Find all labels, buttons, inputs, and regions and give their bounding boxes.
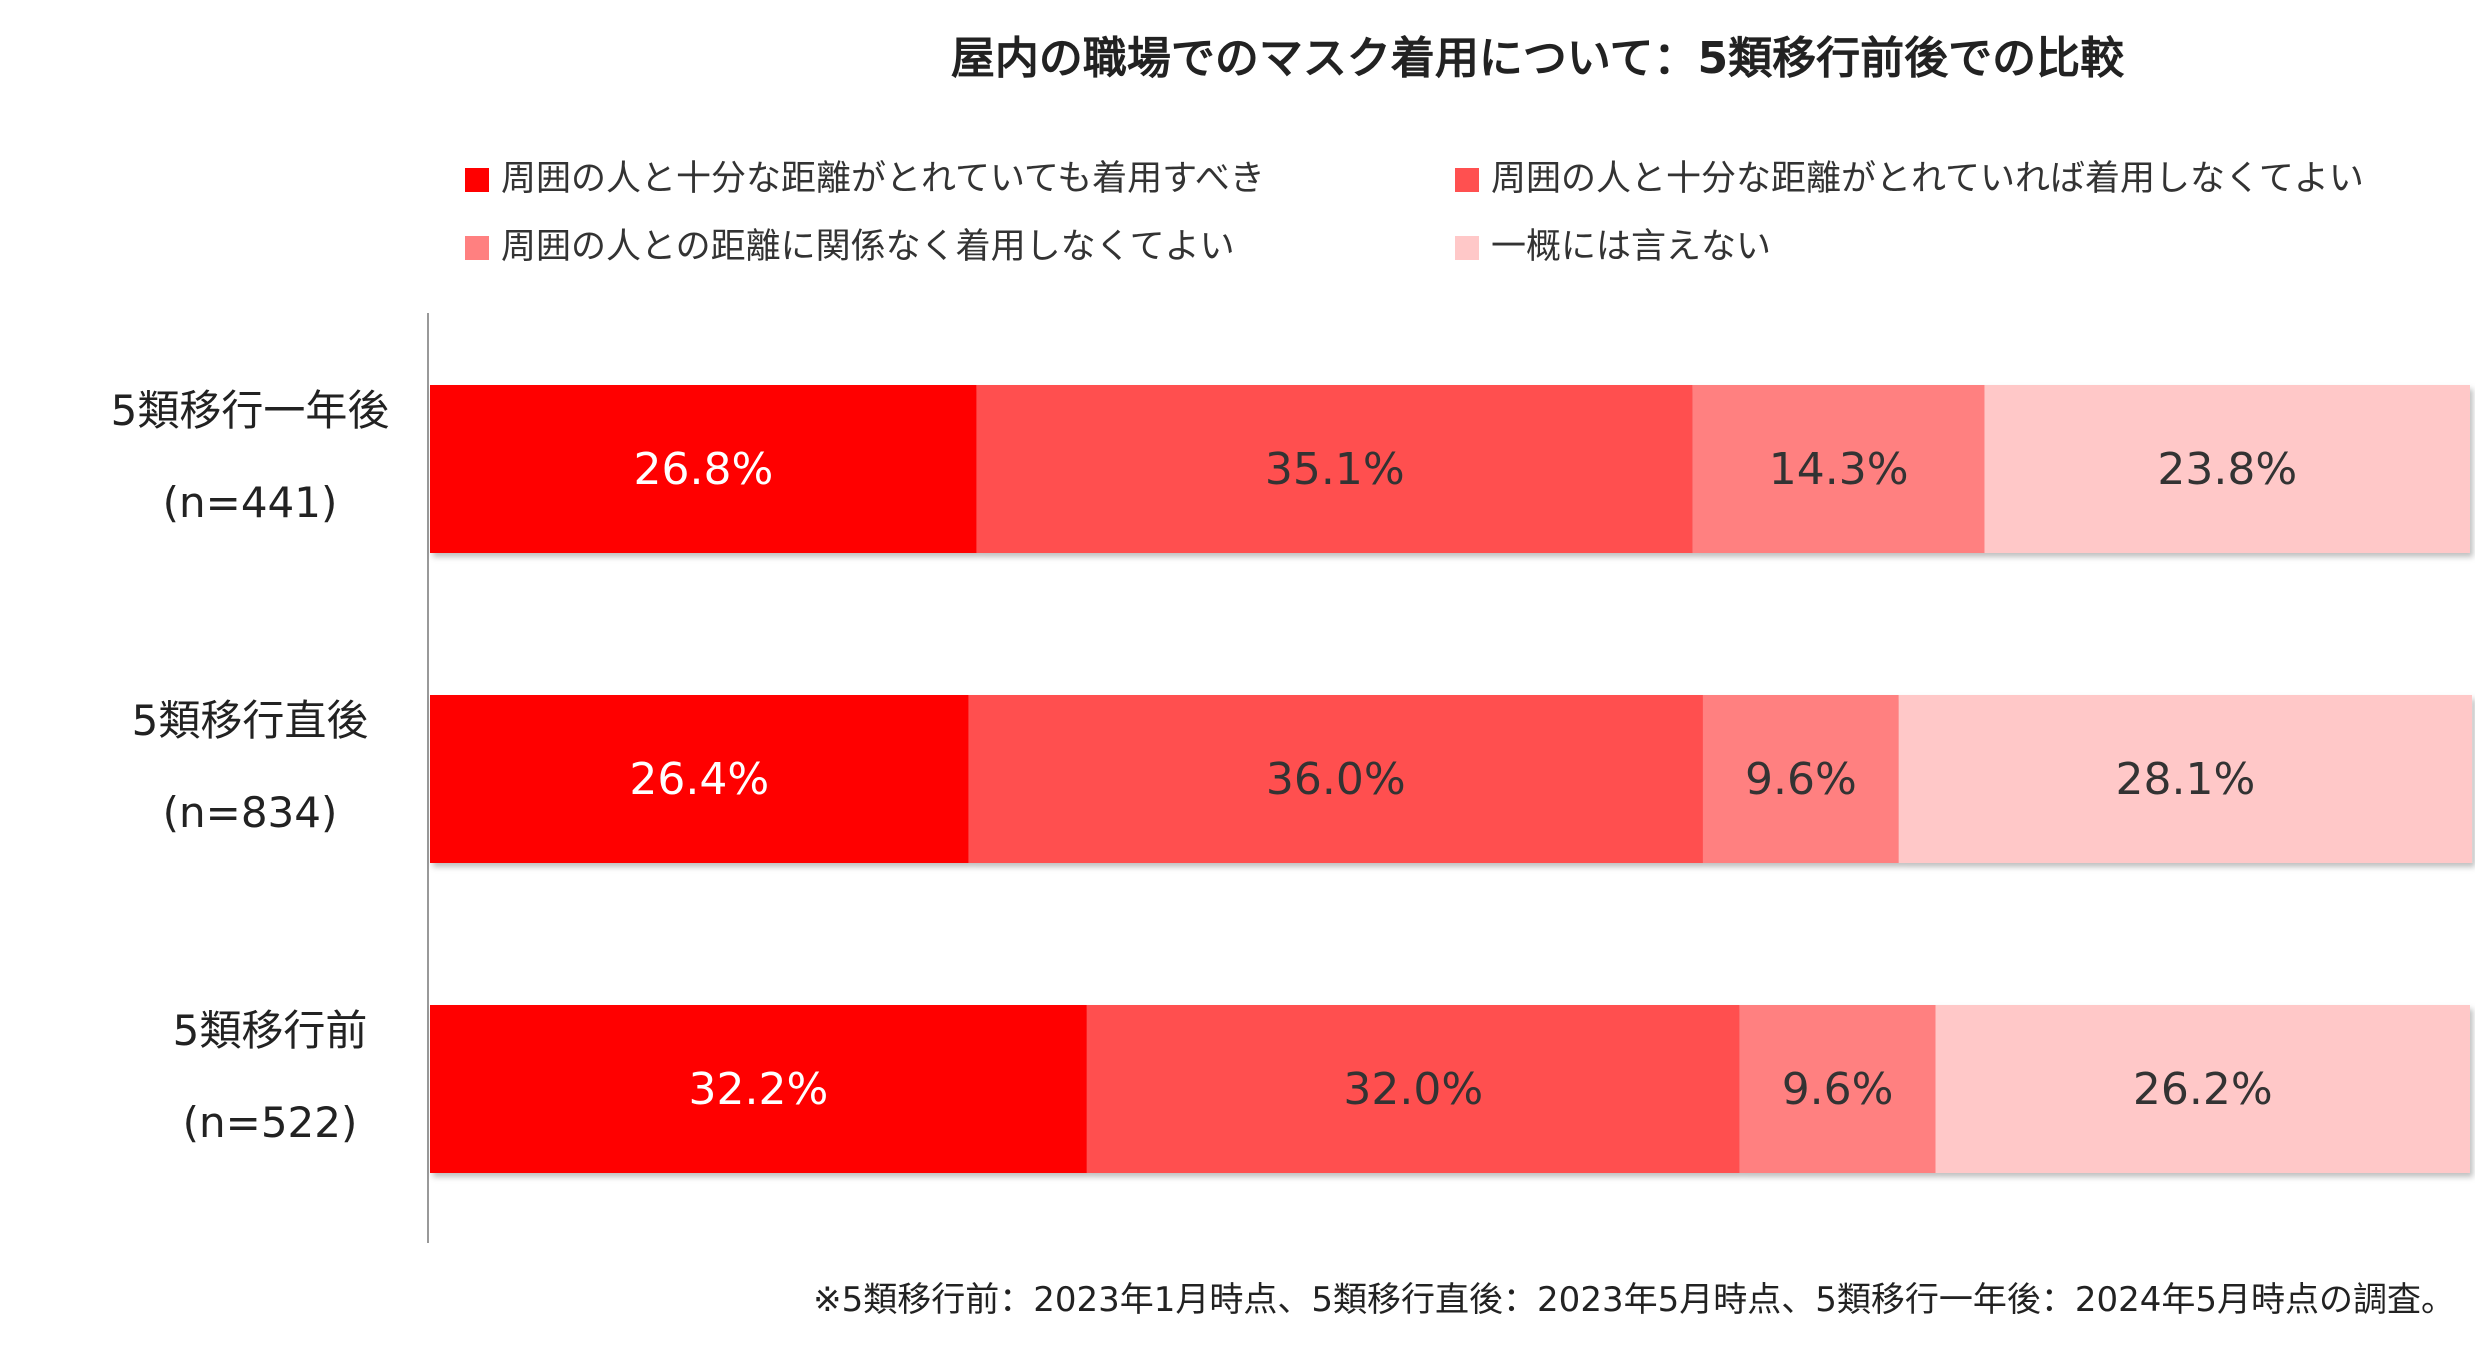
data-label: 35.1%: [1265, 444, 1405, 495]
category-n-before: (n=522): [182, 1098, 358, 1147]
bar-segment: [1935, 1005, 2470, 1173]
legend-label: 周囲の人と十分な距離がとれていても着用すべき: [501, 159, 1265, 199]
chart-title: 屋内の職場でのマスク着用について：5類移行前後での比較: [950, 33, 2125, 84]
bar-segment: [1898, 695, 2473, 863]
data-label: 36.0%: [1266, 754, 1406, 805]
data-label: 26.8%: [633, 444, 773, 495]
legend-label: 周囲の人との距離に関係なく着用しなくてよい: [501, 227, 1235, 267]
category-label-right-after: 5類移行直後: [131, 696, 369, 745]
legend-swatch: [1455, 167, 1479, 192]
bar-segment: [1984, 385, 2470, 553]
bar-group: [430, 1005, 2470, 1173]
legend-item-must-wear: 周囲の人と十分な距離がとれていても着用すべき: [465, 150, 1265, 201]
bar-segment: [1702, 695, 1899, 863]
footnote: ※5類移行前：2023年1月時点、5類移行直後：2023年5月時点、5類移行一年…: [813, 1280, 2455, 1320]
bar-segment: [968, 695, 1703, 863]
data-label: 32.2%: [689, 1064, 829, 1115]
legend-swatch: [465, 235, 489, 260]
bar-group: [430, 385, 2470, 553]
legend-swatch: [1455, 235, 1479, 260]
bar-segment: [430, 1005, 1087, 1173]
legend-item-no-need-regardless: 周囲の人との距離に関係なく着用しなくてよい: [465, 218, 1235, 269]
bar-segment: [976, 385, 1693, 553]
data-label: 23.8%: [2157, 444, 2297, 495]
category-label-one-year-after: 5類移行一年後: [110, 386, 390, 435]
data-label: 9.6%: [1782, 1064, 1894, 1115]
category-n-right-after: (n=834): [162, 788, 338, 837]
legend-swatch: [465, 167, 489, 192]
data-label: 26.2%: [2133, 1064, 2273, 1115]
bar-group: [430, 695, 2473, 863]
data-label: 9.6%: [1745, 754, 1857, 805]
bar-segment: [1086, 1005, 1740, 1173]
data-label: 26.4%: [629, 754, 769, 805]
bar-segment: [1739, 1005, 1936, 1173]
legend-item-cannot-say: 一概には言えない: [1455, 218, 1771, 269]
category-label-before: 5類移行前: [172, 1006, 368, 1055]
legend-item-no-need-if-distance: 周囲の人と十分な距離がとれていれば着用しなくてよい: [1455, 150, 2364, 201]
category-n-one-year-after: (n=441): [162, 478, 338, 527]
legend-label: 一概には言えない: [1491, 227, 1772, 267]
bar-segment: [430, 695, 969, 863]
legend-label: 周囲の人と十分な距離がとれていれば着用しなくてよい: [1491, 159, 2364, 199]
data-label: 14.3%: [1769, 444, 1909, 495]
data-label: 28.1%: [2116, 754, 2256, 805]
bar-segment: [430, 385, 977, 553]
data-label: 32.0%: [1343, 1064, 1483, 1115]
bar-segment: [1692, 385, 1985, 553]
